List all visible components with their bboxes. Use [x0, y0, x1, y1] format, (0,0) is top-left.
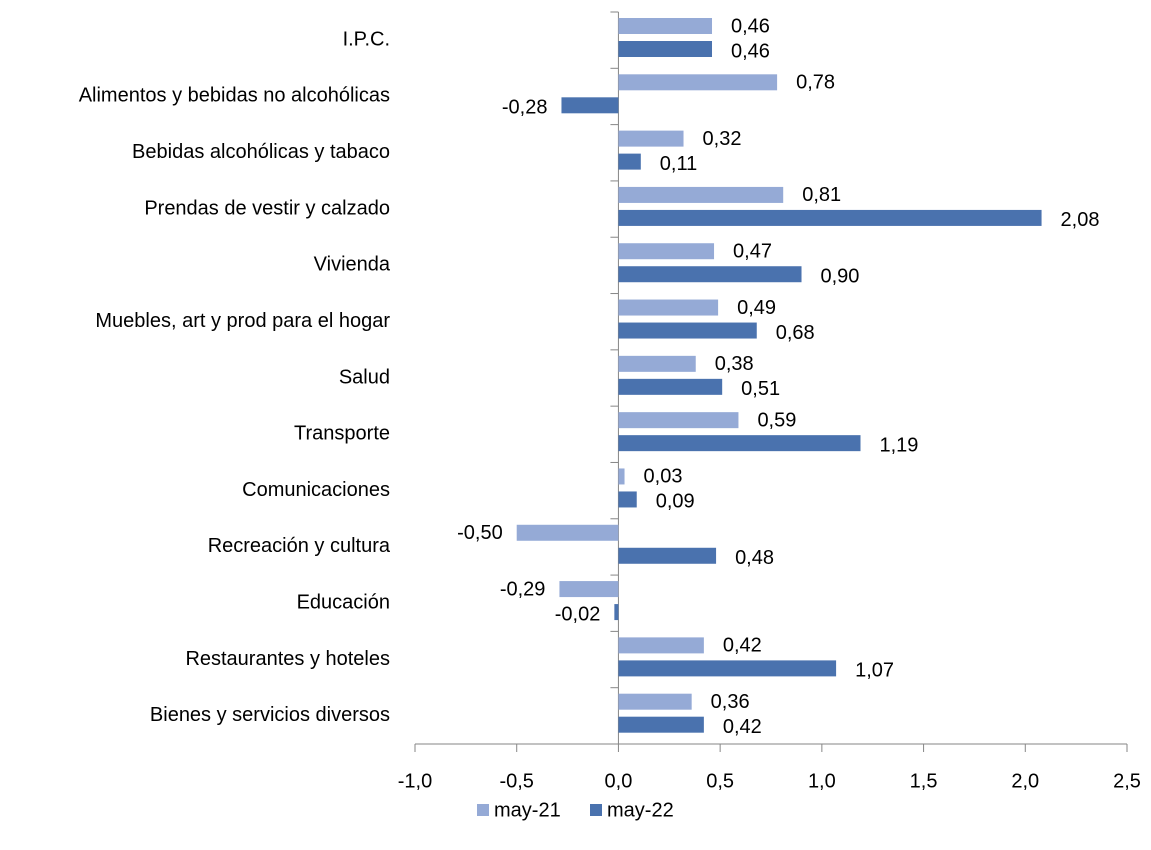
- value-label: 2,08: [1061, 209, 1100, 231]
- bar: [618, 547, 717, 564]
- bar: [561, 97, 619, 114]
- value-label: 0,46: [731, 40, 770, 62]
- x-tick-label: 0,5: [706, 770, 734, 792]
- legend-label: may-22: [607, 799, 674, 821]
- value-label: 0,46: [731, 15, 770, 37]
- category-label: Prendas de vestir y calzado: [144, 197, 390, 219]
- value-label: 1,19: [880, 434, 919, 456]
- value-label: 0,78: [796, 72, 835, 94]
- bar: [618, 243, 715, 260]
- value-label: 0,42: [723, 716, 762, 738]
- x-tick-label: 2,0: [1011, 770, 1039, 792]
- value-label: 0,48: [735, 547, 774, 569]
- bar: [559, 581, 619, 598]
- bar: [618, 637, 704, 654]
- bar: [618, 130, 684, 147]
- bar: [618, 378, 723, 395]
- bar: [618, 412, 739, 429]
- bar: [618, 153, 641, 170]
- value-label: 0,42: [723, 635, 762, 657]
- category-label: Muebles, art y prod para el hogar: [95, 310, 390, 332]
- bar: [618, 266, 802, 283]
- bar: [618, 299, 719, 316]
- value-label: 0,68: [776, 322, 815, 344]
- bar: [618, 209, 1042, 226]
- bar: [618, 322, 757, 339]
- legend-swatch: [590, 804, 602, 816]
- category-label: Educación: [297, 592, 390, 614]
- value-label: 0,11: [660, 153, 697, 175]
- bar: [516, 524, 619, 541]
- x-tick-label: -1,0: [398, 770, 432, 792]
- category-label: Bebidas alcohólicas y tabaco: [132, 141, 390, 163]
- value-label: 0,51: [741, 378, 780, 400]
- bar: [618, 435, 861, 452]
- category-label: I.P.C.: [343, 28, 390, 50]
- value-label: 0,49: [737, 297, 776, 319]
- value-label: -0,29: [500, 578, 546, 600]
- value-label: 0,81: [802, 184, 841, 206]
- category-label: Recreación y cultura: [208, 535, 391, 557]
- bar: [618, 660, 837, 677]
- category-label: Comunicaciones: [242, 479, 390, 501]
- value-label: 0,36: [711, 691, 750, 713]
- value-label: 0,59: [757, 409, 796, 431]
- value-label: 0,03: [644, 466, 683, 488]
- x-tick-label: 1,5: [910, 770, 938, 792]
- category-label: Bienes y servicios diversos: [150, 704, 390, 726]
- x-tick-label: 0,0: [605, 770, 633, 792]
- x-tick-label: 2,5: [1113, 770, 1141, 792]
- bar: [618, 74, 778, 91]
- value-label: 0,09: [656, 491, 695, 513]
- value-label: -0,02: [555, 603, 601, 625]
- bar: [618, 693, 692, 710]
- value-label: -0,28: [502, 97, 548, 119]
- legend-swatch: [477, 804, 489, 816]
- category-label: Transporte: [294, 423, 390, 445]
- bar: [614, 604, 619, 621]
- category-label: Restaurantes y hoteles: [185, 648, 390, 670]
- bar: [618, 41, 713, 57]
- category-label: Vivienda: [314, 254, 391, 276]
- category-label: Salud: [339, 366, 390, 388]
- bar: [618, 355, 696, 372]
- value-label: 0,38: [715, 353, 754, 375]
- bar: [618, 716, 704, 733]
- bar: [618, 18, 713, 34]
- value-label: 0,90: [821, 266, 860, 288]
- x-tick-label: -0,5: [499, 770, 533, 792]
- value-label: 0,47: [733, 241, 772, 263]
- value-label: -0,50: [457, 522, 503, 544]
- legend-label: may-21: [494, 799, 561, 821]
- value-label: 1,07: [855, 660, 894, 682]
- value-label: 0,32: [703, 128, 742, 150]
- x-tick-label: 1,0: [808, 770, 836, 792]
- bar: [618, 468, 625, 485]
- category-label: Alimentos y bebidas no alcohólicas: [79, 85, 390, 107]
- bar: [618, 491, 637, 508]
- bar: [618, 186, 784, 203]
